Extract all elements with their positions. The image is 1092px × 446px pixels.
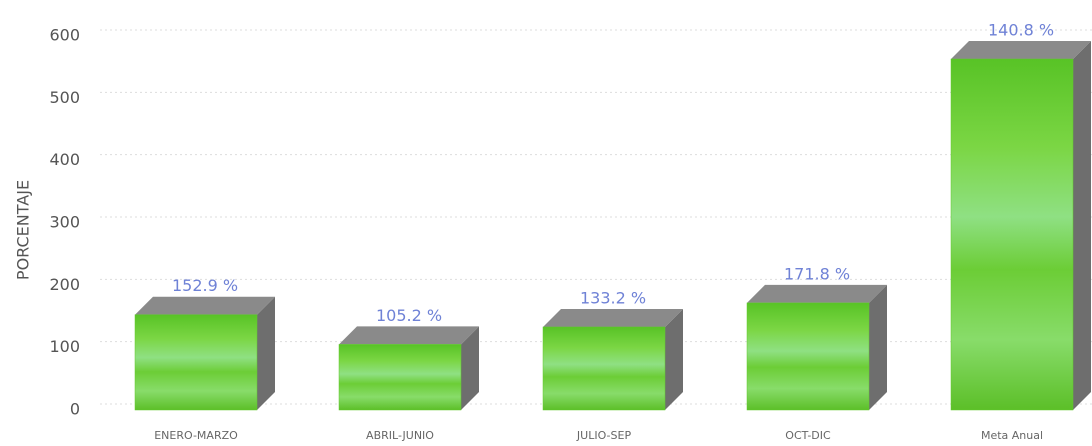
- y-tick-label: 400: [49, 150, 80, 169]
- y-tick-label: 0: [70, 400, 80, 419]
- bar: [338, 344, 462, 411]
- y-tick-label: 100: [49, 337, 80, 356]
- bar-top: [135, 296, 275, 315]
- y-tick-label: 600: [49, 26, 80, 45]
- x-tick-label: JULIO-SEP: [576, 429, 632, 442]
- y-axis-label: PORCENTAJE: [14, 180, 33, 280]
- bar-top: [339, 326, 479, 345]
- bar-top: [951, 41, 1091, 60]
- bar-annotation: 140.8 %: [988, 21, 1054, 40]
- bar: [134, 314, 258, 411]
- bar-annotation: 105.2 %: [376, 306, 442, 325]
- y-tick-label: 200: [49, 275, 80, 294]
- x-tick-label: ENERO-MARZO: [154, 429, 238, 442]
- bar: [542, 326, 666, 411]
- bar-annotation: 171.8 %: [784, 264, 850, 283]
- x-tick-label: ABRIL-JUNIO: [366, 429, 434, 442]
- bar-annotation: 133.2 %: [580, 288, 646, 307]
- bar-top: [543, 308, 683, 327]
- bar: [950, 58, 1074, 411]
- bar-side: [257, 296, 275, 410]
- bar-side: [869, 284, 887, 410]
- y-tick-label: 500: [49, 88, 80, 107]
- bar-annotation: 152.9 %: [172, 276, 238, 295]
- bar-side: [461, 326, 479, 410]
- x-tick-label: OCT-DIC: [785, 429, 831, 442]
- bar-side: [665, 308, 683, 410]
- bar-top: [747, 284, 887, 303]
- x-tick-label: Meta Anual: [981, 429, 1043, 442]
- y-tick-label: 300: [49, 213, 80, 232]
- bar-side: [1073, 41, 1091, 410]
- bar: [746, 302, 870, 411]
